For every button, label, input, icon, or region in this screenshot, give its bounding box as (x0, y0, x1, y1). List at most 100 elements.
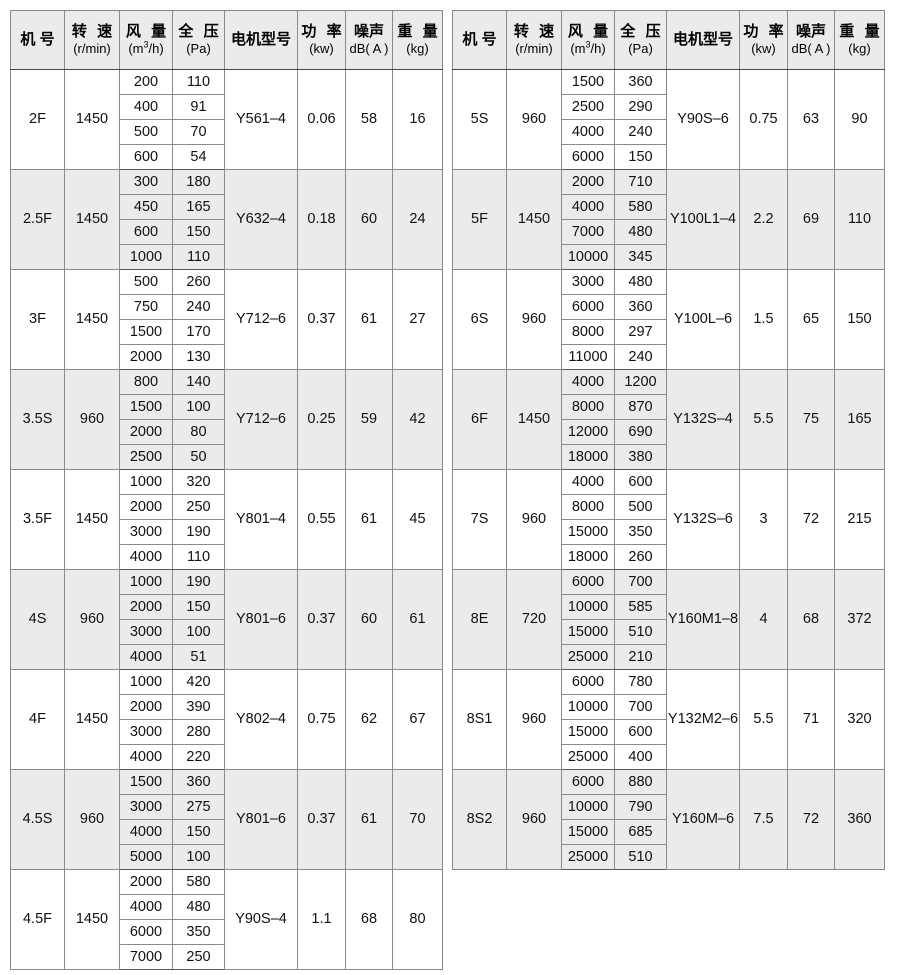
column-header-label: 电机型号 (230, 31, 291, 49)
cell-pressure: 510 (614, 844, 667, 870)
cell-pressure: 280 (172, 719, 225, 745)
cell-flow: 750 (119, 294, 173, 320)
cell-noise: 63 (787, 69, 835, 170)
column-header-flow: 风 量 (m3/h) (119, 10, 173, 70)
cell-power: 0.18 (297, 169, 346, 270)
cell-flow: 15000 (561, 619, 615, 645)
cell-noise: 60 (345, 569, 393, 670)
cell-power: 5.5 (739, 669, 788, 770)
table-row: 3000 190 (11, 519, 443, 545)
cell-pressure: 70 (172, 119, 225, 145)
cell-flow: 8000 (561, 319, 615, 345)
cell-pressure: 100 (172, 844, 225, 870)
table-row: 5S 960 1500 360 Y90S–6 0.75 63 90 (452, 69, 885, 170)
cell-flow: 1500 (119, 394, 173, 420)
cell-speed: 1450 (64, 269, 120, 370)
cell-pressure: 600 (614, 469, 667, 495)
cell-pressure: 250 (172, 494, 225, 520)
column-header-unit: (m3/h) (128, 39, 164, 56)
cell-flow: 3000 (119, 519, 173, 545)
cell-motor: Y90S–6 (666, 69, 740, 170)
cell-pressure: 140 (172, 369, 225, 395)
table-row: 500 70 (11, 119, 443, 145)
column-header-label: 机 号 (462, 31, 497, 49)
cell-noise: 68 (787, 569, 835, 670)
cell-pressure: 350 (614, 519, 667, 545)
cell-pressure: 500 (614, 494, 667, 520)
cell-model: 3.5S (10, 369, 65, 470)
column-header-label: 电机型号 (672, 31, 733, 49)
column-header-model: 机 号 (452, 10, 507, 70)
cell-power: 2.2 (739, 169, 788, 270)
cell-pressure: 350 (172, 919, 225, 945)
table-row: 7S 960 4000 600 Y132S–6 3 72 215 (452, 469, 885, 570)
table-row: 25000 210 (453, 644, 885, 670)
cell-weight: 70 (392, 769, 443, 870)
cell-flow: 450 (119, 194, 173, 220)
cell-weight: 90 (834, 69, 885, 170)
cell-motor: Y801–4 (224, 469, 298, 570)
cell-motor: Y561–4 (224, 69, 298, 170)
table-row: 450 165 (11, 194, 443, 220)
cell-pressure: 150 (172, 819, 225, 845)
cell-pressure: 91 (172, 94, 225, 120)
cell-noise: 61 (345, 469, 393, 570)
table-row: 4.5F 1450 2000 580 Y90S–4 1.1 68 80 (10, 869, 443, 970)
cell-weight: 165 (834, 369, 885, 470)
column-header-label: 功 率 (301, 23, 345, 41)
cell-speed: 960 (64, 569, 120, 670)
cell-flow: 1000 (119, 569, 173, 595)
cell-flow: 4000 (119, 644, 173, 670)
table-row: 10000 345 (453, 244, 885, 270)
column-header-unit: (kg) (848, 40, 871, 56)
cell-speed: 1450 (64, 69, 120, 170)
cell-motor: Y712–6 (224, 369, 298, 470)
table-row: 2F 1450 200 110 Y561–4 0.06 58 16 (10, 69, 443, 170)
cell-speed: 960 (506, 669, 562, 770)
table-row: 400 91 (11, 94, 443, 120)
cell-speed: 1450 (64, 169, 120, 270)
cell-pressure: 360 (172, 769, 225, 795)
cell-pressure: 320 (172, 469, 225, 495)
cell-weight: 24 (392, 169, 443, 270)
cell-flow: 6000 (561, 669, 615, 695)
cell-pressure: 210 (614, 644, 667, 670)
cell-flow: 3000 (119, 619, 173, 645)
column-header-noise: 噪声 dB( A ) (345, 10, 393, 70)
cell-flow: 18000 (561, 444, 615, 470)
cell-speed: 960 (64, 769, 120, 870)
cell-flow: 4000 (119, 819, 173, 845)
cell-speed: 960 (506, 69, 562, 170)
cell-flow: 1500 (119, 769, 173, 795)
cell-flow: 4000 (119, 744, 173, 770)
cell-speed: 960 (506, 769, 562, 870)
cell-flow: 600 (119, 219, 173, 245)
cell-flow: 3000 (119, 719, 173, 745)
cell-flow: 1500 (119, 319, 173, 345)
cell-flow: 800 (119, 369, 173, 395)
cell-flow: 1500 (561, 69, 615, 95)
cell-model: 4.5S (10, 769, 65, 870)
table-row: 600 54 (11, 144, 443, 170)
cell-flow: 6000 (561, 294, 615, 320)
column-header-unit: (kw) (751, 40, 776, 56)
cell-motor: Y132S–6 (666, 469, 740, 570)
cell-pressure: 780 (614, 669, 667, 695)
cell-weight: 320 (834, 669, 885, 770)
cell-flow: 6000 (561, 144, 615, 170)
cell-flow: 1000 (119, 669, 173, 695)
cell-pressure: 480 (172, 894, 225, 920)
cell-flow: 4000 (561, 119, 615, 145)
cell-model: 8S1 (452, 669, 507, 770)
cell-power: 3 (739, 469, 788, 570)
table-row: 4000 150 (11, 819, 443, 845)
column-header-model: 机 号 (10, 10, 65, 70)
column-header-speed: 转 速 (r/min) (506, 10, 562, 70)
column-header-noise: 噪声 dB( A ) (787, 10, 835, 70)
cell-flow: 500 (119, 269, 173, 295)
cell-flow: 5000 (119, 844, 173, 870)
cell-weight: 27 (392, 269, 443, 370)
table-row: 1500 100 (11, 394, 443, 420)
cell-weight: 150 (834, 269, 885, 370)
column-header-speed: 转 速 (r/min) (64, 10, 120, 70)
